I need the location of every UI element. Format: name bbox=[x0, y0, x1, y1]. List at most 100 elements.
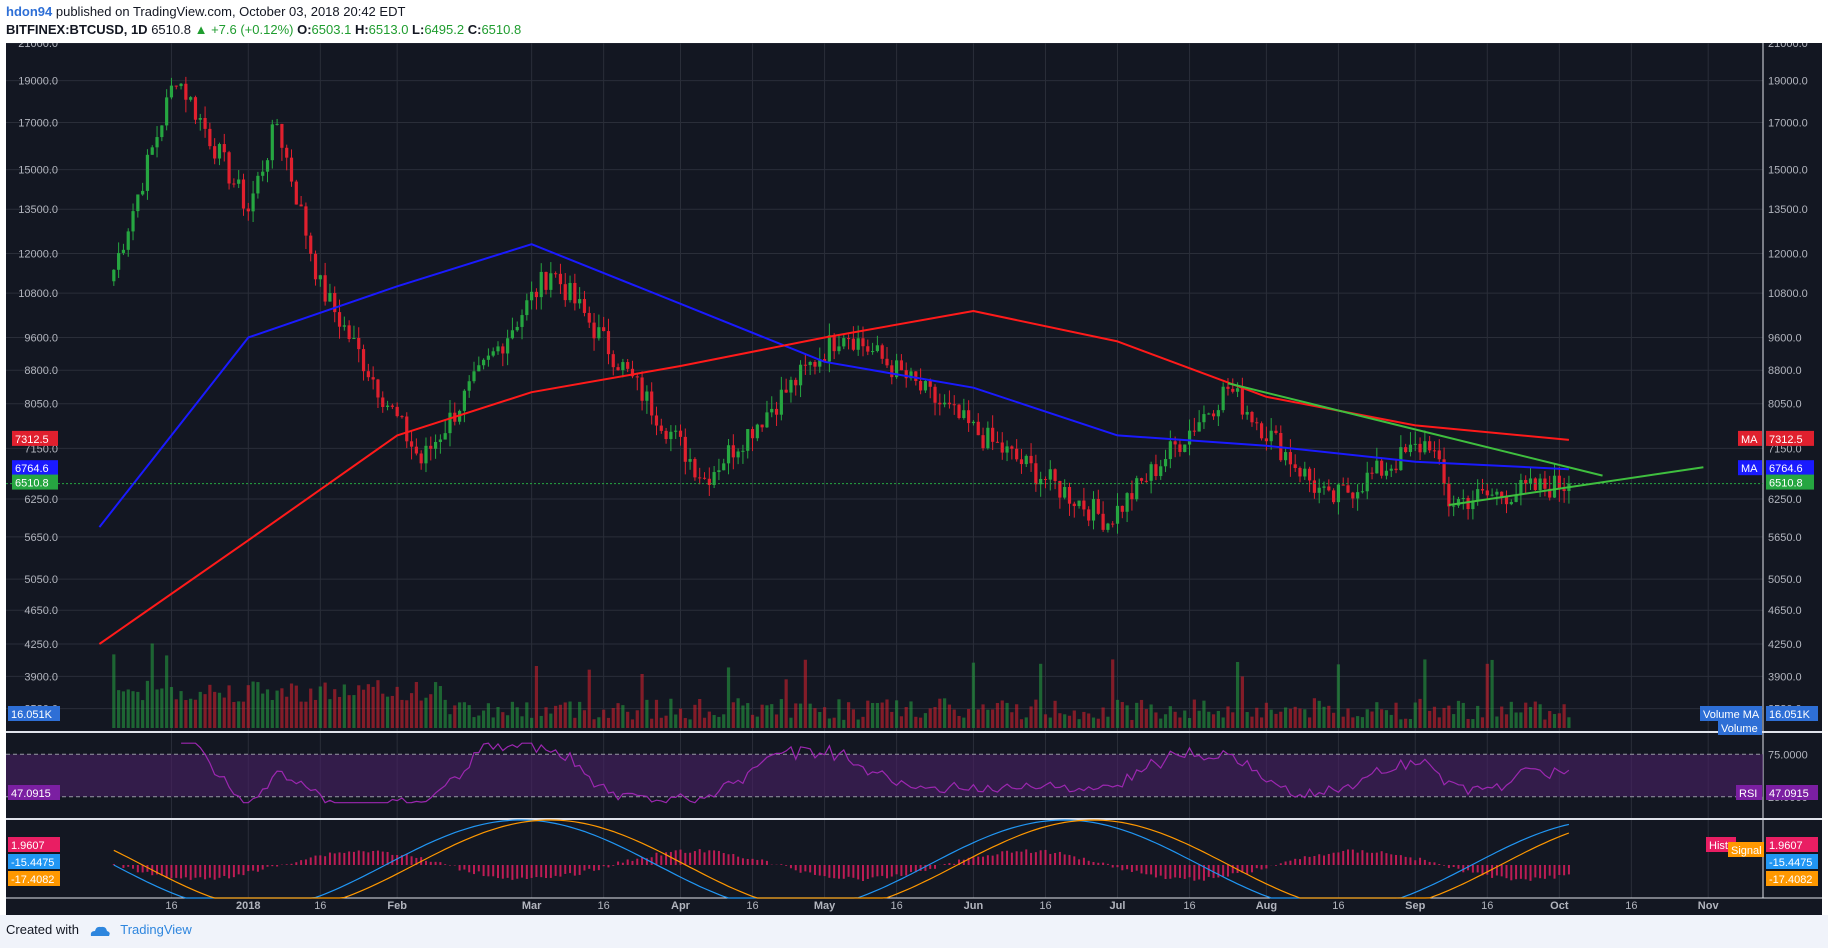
candle-body bbox=[1187, 430, 1192, 445]
macd-histogram-bar bbox=[1515, 865, 1518, 880]
candle-body bbox=[371, 377, 375, 380]
volume-bar bbox=[246, 685, 250, 728]
volume-bar bbox=[640, 673, 644, 728]
candle-body bbox=[1106, 523, 1110, 530]
volume-bar bbox=[870, 702, 875, 728]
macd-histogram-bar bbox=[112, 864, 115, 865]
volume-bar bbox=[1399, 719, 1403, 728]
volume-bar bbox=[328, 699, 332, 728]
macd-histogram-bar bbox=[266, 865, 269, 867]
volume-bar bbox=[1384, 710, 1389, 728]
macd-histogram-bar bbox=[146, 865, 149, 872]
macd-histogram-bar bbox=[357, 850, 360, 865]
volume-bar bbox=[193, 699, 198, 728]
candle-body bbox=[765, 412, 769, 428]
left-badge-price: 6510.8 bbox=[15, 478, 49, 490]
volume-bar bbox=[1404, 718, 1408, 728]
macd-histogram-bar bbox=[1351, 849, 1354, 865]
macd-histogram-bar bbox=[141, 865, 144, 873]
volume-bar bbox=[837, 699, 841, 728]
macd-histogram-bar bbox=[429, 861, 432, 865]
price-axis-label-right: 9600.0 bbox=[1768, 332, 1802, 344]
volume-bar bbox=[626, 711, 630, 728]
volume-bar bbox=[1178, 717, 1182, 728]
price-axis-label-right: 13500.0 bbox=[1768, 204, 1808, 216]
macd-histogram-bar bbox=[1154, 865, 1157, 878]
volume-bar bbox=[880, 702, 884, 728]
volume-bar bbox=[803, 659, 807, 728]
publish-line: hdon94 published on TradingView.com, Oct… bbox=[6, 4, 405, 19]
macd-histogram-bar bbox=[852, 865, 855, 878]
volume-bar bbox=[947, 704, 952, 728]
volume-bar bbox=[1019, 719, 1024, 728]
volume-bar bbox=[1159, 718, 1163, 728]
volume-bar bbox=[1163, 714, 1168, 728]
volume-bar bbox=[1490, 659, 1494, 728]
macd-histogram-bar bbox=[583, 865, 586, 871]
candle-body bbox=[213, 146, 217, 159]
price-axis-label-right: 4650.0 bbox=[1768, 605, 1802, 617]
macd-histogram-bar bbox=[1567, 865, 1570, 875]
volume-bar bbox=[1149, 704, 1153, 728]
macd-histogram-bar bbox=[367, 852, 370, 865]
ohlc-line: BITFINEX:BTCUSD, 1D 6510.8 ▲ +7.6 (+0.12… bbox=[6, 22, 521, 37]
candle-body bbox=[174, 85, 178, 87]
macd-histogram-bar bbox=[448, 865, 451, 866]
tradingview-link[interactable]: TradingView bbox=[120, 922, 192, 937]
volume-bar bbox=[856, 719, 860, 728]
candle-body bbox=[933, 386, 937, 403]
left-badge-signal: -17.4082 bbox=[11, 874, 54, 886]
candle-body bbox=[280, 123, 284, 148]
candle-body bbox=[779, 389, 783, 415]
candle-body bbox=[621, 362, 625, 371]
candle-body bbox=[313, 253, 318, 280]
candle-body bbox=[1509, 501, 1513, 505]
candle-body bbox=[309, 235, 313, 254]
macd-histogram-bar bbox=[1519, 865, 1522, 879]
volume-bar bbox=[1519, 712, 1523, 728]
macd-histogram-bar bbox=[737, 856, 740, 865]
price-axis-label-left: 4250.0 bbox=[24, 639, 58, 651]
volume-bar bbox=[1408, 718, 1413, 728]
candle-body bbox=[549, 273, 553, 290]
volume-bar bbox=[991, 709, 995, 728]
macd-histogram-bar bbox=[813, 865, 816, 875]
macd-histogram-bar bbox=[617, 861, 620, 865]
candle-body bbox=[1058, 481, 1062, 498]
macd-histogram-bar bbox=[1491, 865, 1494, 878]
candle-body bbox=[952, 404, 956, 406]
volume-bar bbox=[1211, 714, 1216, 728]
macd-histogram-bar bbox=[780, 864, 783, 865]
author-name[interactable]: hdon94 bbox=[6, 4, 53, 19]
volume-bar bbox=[1077, 719, 1081, 728]
volume-bar bbox=[357, 685, 361, 728]
left-badge-ma-blue-bg bbox=[12, 460, 58, 476]
volume-bar bbox=[482, 710, 486, 728]
volume-bar bbox=[741, 705, 745, 728]
macd-histogram-bar bbox=[818, 865, 821, 876]
macd-histogram-bar bbox=[1092, 862, 1095, 865]
macd-histogram-bar bbox=[914, 865, 917, 873]
volume-bar bbox=[342, 684, 346, 728]
candle-body bbox=[1514, 494, 1518, 502]
macd-histogram-bar bbox=[204, 865, 207, 880]
volume-bar bbox=[112, 654, 116, 728]
volume-bar bbox=[832, 717, 836, 728]
price-axis-label-right: 8800.0 bbox=[1768, 365, 1802, 377]
volume-bar bbox=[1120, 702, 1124, 728]
candle-body bbox=[693, 459, 697, 478]
macd-histogram-bar bbox=[929, 865, 932, 869]
price-chart[interactable]: 75.000025.0000 21000.0 21000.0 19000.0 1900… bbox=[0, 43, 1828, 915]
macd-histogram-bar bbox=[1443, 865, 1446, 866]
volume-bar bbox=[539, 715, 543, 728]
macd-histogram-bar bbox=[1543, 865, 1546, 879]
time-axis-label: 16 bbox=[314, 900, 326, 912]
macd-histogram-bar bbox=[434, 861, 437, 865]
macd-histogram-bar bbox=[256, 865, 259, 872]
macd-histogram-bar bbox=[314, 855, 317, 865]
volume-bar bbox=[1154, 712, 1158, 728]
candle-body bbox=[1293, 464, 1297, 468]
volume-bar bbox=[635, 710, 639, 728]
volume-bar bbox=[549, 713, 553, 728]
macd-histogram-bar bbox=[669, 851, 672, 865]
